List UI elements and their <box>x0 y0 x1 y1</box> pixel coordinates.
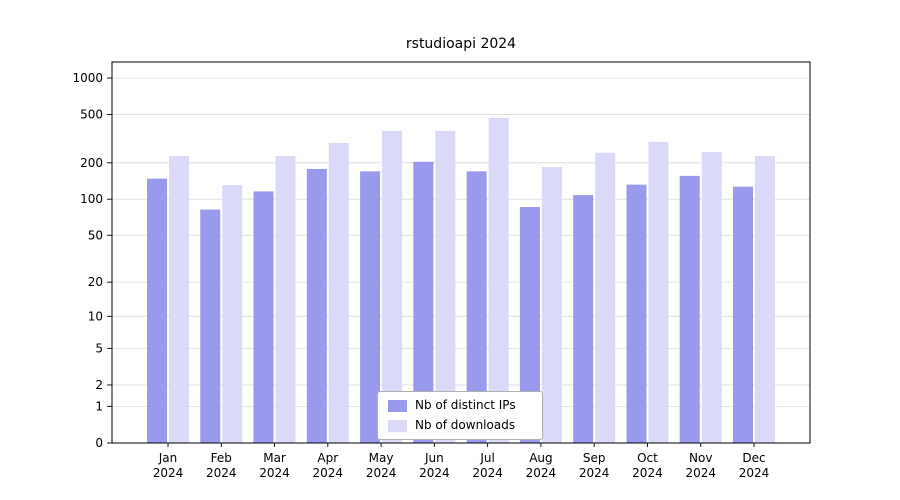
x-tick-label-year: 2024 <box>259 466 290 480</box>
bar-distinct-ips-oct <box>626 184 647 443</box>
y-tick-label: 500 <box>80 108 103 122</box>
y-tick-label: 200 <box>80 156 103 170</box>
x-tick-label-year: 2024 <box>526 466 557 480</box>
y-tick-label: 100 <box>80 192 103 206</box>
y-tick-label: 10 <box>88 309 103 323</box>
y-tick-label: 5 <box>95 341 103 355</box>
bar-downloads-may <box>382 130 403 443</box>
x-tick-label-year: 2024 <box>579 466 610 480</box>
x-tick-label-month: Aug <box>529 451 552 465</box>
bar-downloads-jun <box>435 130 456 443</box>
bar-distinct-ips-jan <box>147 178 167 444</box>
x-tick-label-month: Oct <box>637 451 658 465</box>
bar-distinct-ips-may <box>360 171 381 444</box>
bar-distinct-ips-jun <box>413 161 434 444</box>
x-tick-label-month: Jun <box>424 451 444 465</box>
bar-downloads-apr <box>328 142 349 443</box>
x-tick-label-year: 2024 <box>685 466 716 480</box>
x-tick-label-year: 2024 <box>153 466 184 480</box>
bar-downloads-aug <box>541 166 562 443</box>
bar-downloads-sep <box>595 152 616 444</box>
x-tick-label-year: 2024 <box>366 466 397 480</box>
bar-downloads-dec <box>755 155 775 443</box>
y-tick-label: 0 <box>95 436 103 450</box>
legend-label-distinct-ips: Nb of distinct IPs <box>415 398 516 412</box>
bar-distinct-ips-feb <box>200 209 221 443</box>
bar-downloads-jan <box>169 155 189 443</box>
bar-downloads-nov <box>701 151 722 443</box>
x-tick-label-year: 2024 <box>206 466 237 480</box>
legend-swatch-distinct-ips <box>388 399 407 412</box>
x-tick-label-year: 2024 <box>472 466 503 480</box>
bar-distinct-ips-jul <box>466 171 487 444</box>
legend-label-downloads: Nb of downloads <box>415 418 516 432</box>
bar-distinct-ips-nov <box>679 175 700 444</box>
legend-item-distinct-ips: Nb of distinct IPs <box>388 398 532 413</box>
y-tick-label: 2 <box>95 378 103 392</box>
x-tick-label-month: Apr <box>317 451 338 465</box>
bar-downloads-oct <box>648 141 669 443</box>
y-tick-label: 1000 <box>72 71 103 85</box>
legend: Nb of distinct IPs Nb of downloads <box>377 391 543 440</box>
bar-downloads-mar <box>275 155 296 443</box>
x-tick-label-month: Dec <box>742 451 765 465</box>
bar-downloads-feb <box>222 185 243 443</box>
bar-distinct-ips-mar <box>253 191 274 443</box>
legend-swatch-downloads <box>388 419 407 432</box>
x-tick-label-year: 2024 <box>313 466 344 480</box>
x-tick-label-year: 2024 <box>632 466 663 480</box>
x-tick-label-month: Nov <box>689 451 712 465</box>
bar-downloads-jul <box>488 117 509 444</box>
bar-distinct-ips-dec <box>733 186 753 443</box>
y-tick-label: 1 <box>95 399 103 413</box>
y-tick-label: 50 <box>88 228 103 242</box>
plot-frame <box>111 61 811 444</box>
x-tick-label-month: Jul <box>479 451 494 465</box>
bar-distinct-ips-apr <box>306 168 327 443</box>
chart-title: rstudioapi 2024 <box>405 36 517 52</box>
x-tick-label-month: May <box>369 451 394 465</box>
x-tick-label-month: Mar <box>263 451 286 465</box>
y-tick-label: 20 <box>88 275 103 289</box>
bar-distinct-ips-aug <box>519 207 540 443</box>
x-tick-label-year: 2024 <box>739 466 770 480</box>
x-tick-label-year: 2024 <box>419 466 450 480</box>
x-tick-label-month: Sep <box>583 451 606 465</box>
bar-distinct-ips-sep <box>573 195 594 443</box>
legend-item-downloads: Nb of downloads <box>388 418 532 433</box>
x-tick-label-month: Jan <box>158 451 178 465</box>
x-tick-label-month: Feb <box>211 451 232 465</box>
